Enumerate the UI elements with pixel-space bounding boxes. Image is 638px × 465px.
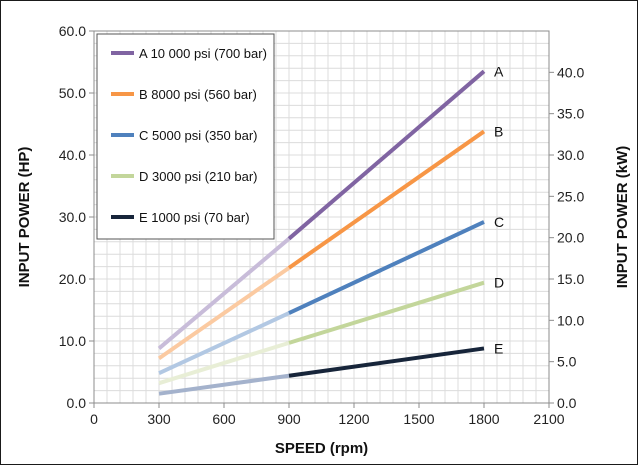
series-b-end-label: B <box>494 123 503 139</box>
series-a-end-label: A <box>494 63 504 79</box>
y2-tick-label: 35.0 <box>557 106 584 122</box>
x-axis-title: SPEED (rpm) <box>275 440 368 457</box>
legend-entry-label: B 8000 psi (560 bar) <box>139 87 257 102</box>
series-a-low-speed-line <box>157 237 291 350</box>
series-layer <box>157 69 486 396</box>
x-tick-label: 1200 <box>338 411 369 427</box>
x-tick-label: 900 <box>277 411 301 427</box>
y2-tick-label: 5.0 <box>557 354 577 370</box>
end-labels-layer: A B C D E <box>494 63 504 356</box>
axes-layer: 0 300 600 900 1200 1500 1800 21000.010.020.030.… <box>59 23 585 427</box>
series-b-line <box>287 129 486 270</box>
series-b-low-speed-line <box>157 266 291 361</box>
x-tick-label: 300 <box>147 411 171 427</box>
series-c-line <box>288 220 485 315</box>
series-c-low-speed-line <box>158 311 290 376</box>
series-e-line <box>288 346 485 378</box>
series-c-end-label: C <box>494 214 504 230</box>
y2-tick-label: 15.0 <box>557 271 584 287</box>
y2-tick-label: 20.0 <box>557 230 584 246</box>
y2-tick-label: 40.0 <box>557 64 584 80</box>
y2-tick-label: 0.0 <box>557 395 577 411</box>
legend-entry-label: C 5000 psi (350 bar) <box>139 128 258 143</box>
series-d-low-speed-line <box>158 340 290 386</box>
series-d-line <box>288 280 485 345</box>
y2-tick-label: 10.0 <box>557 312 584 328</box>
x-tick-label: 0 <box>90 411 98 427</box>
y-tick-label: 30.0 <box>59 209 86 225</box>
legend-entry-label: D 3000 psi (210 bar) <box>139 169 258 184</box>
y-tick-label: 40.0 <box>59 147 86 163</box>
series-d-end-label: D <box>494 275 504 291</box>
y2-tick-label: 25.0 <box>557 188 584 204</box>
series-e-end-label: E <box>494 340 503 356</box>
y-tick-label: 60.0 <box>59 23 86 39</box>
legend-entry-label: A 10 000 psi (700 bar) <box>139 46 267 61</box>
y-tick-label: 20.0 <box>59 271 86 287</box>
x-tick-label: 1800 <box>468 411 499 427</box>
y-tick-label: 50.0 <box>59 85 86 101</box>
legend: A 10 000 psi (700 bar) B 8000 psi (560 ba… <box>96 33 275 240</box>
legend-entry-label: E 1000 psi (70 bar) <box>139 210 250 225</box>
x-tick-label: 600 <box>212 411 236 427</box>
y-tick-label: 10.0 <box>59 333 86 349</box>
x-tick-label: 2100 <box>533 411 564 427</box>
x-tick-label: 1500 <box>403 411 434 427</box>
series-e-low-speed-line <box>158 373 290 396</box>
y2-tick-label: 30.0 <box>557 147 584 163</box>
y-tick-label: 0.0 <box>67 395 87 411</box>
y2-axis-title: INPUT POWER (kW) <box>614 146 631 289</box>
y-axis-title: INPUT POWER (HP) <box>16 147 33 288</box>
series-a-line <box>287 69 486 241</box>
